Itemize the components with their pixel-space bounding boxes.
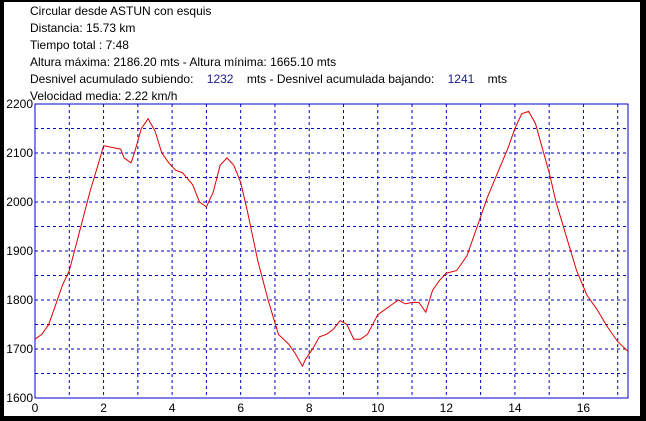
x-tick-label: 4	[169, 401, 176, 415]
x-tick-label: 6	[237, 401, 244, 415]
x-tick-label: 8	[306, 401, 313, 415]
elevation-profile-line	[34, 110, 629, 368]
x-tick-label: 14	[508, 401, 522, 415]
speed-label: Velocidad media:	[30, 89, 122, 103]
speed-value: 2.22 km/h	[124, 89, 178, 103]
y-axis-ticks: 1600 1700 1800 1900 2000 2100 2200	[6, 97, 33, 405]
distance-value: 15.73 km	[86, 21, 136, 35]
climb-label: Desnivel acumulado subiendo:	[30, 72, 194, 86]
speed-row: Velocidad media: 2.22 km/h	[30, 88, 630, 105]
climb-value: 1232	[206, 72, 234, 86]
y-tick-label: 2200	[6, 97, 33, 111]
distance-row: Distancia: 15.73 km	[30, 20, 630, 37]
elevation-gain-row: Desnivel acumulado subiendo: 1232 mts - …	[30, 71, 630, 88]
y-tick-label: 1700	[6, 342, 33, 356]
track-summary: Circular desde ASTUN con esquis Distanci…	[30, 3, 630, 105]
y-tick-label: 1800	[6, 293, 33, 307]
x-tick-label: 16	[577, 401, 591, 415]
time-value: 7:48	[105, 38, 129, 52]
descent-label: mts - Desnivel acumulada bajando:	[246, 72, 435, 86]
y-tick-label: 2100	[6, 146, 33, 160]
time-label: Tiempo total :	[30, 38, 103, 52]
grid	[35, 104, 628, 398]
x-tick-label: 10	[371, 401, 385, 415]
x-tick-label: 12	[440, 401, 454, 415]
x-tick-label: 0	[32, 401, 39, 415]
x-axis-ticks: 0 2 4 6 8 10 12 14 16	[32, 401, 591, 415]
chart-frame	[4, 2, 640, 416]
x-tick-label: 2	[100, 401, 107, 415]
altitude-row: Altura máxima: 2186.20 mts - Altura míni…	[30, 55, 337, 69]
y-tick-label: 1900	[6, 244, 33, 258]
time-row: Tiempo total : 7:48	[30, 37, 630, 54]
distance-label: Distancia:	[30, 21, 83, 35]
track-title: Circular desde ASTUN con esquis	[30, 4, 212, 18]
y-tick-label: 2000	[6, 195, 33, 209]
descent-unit: mts	[487, 72, 507, 86]
plot-area-border	[34, 103, 629, 399]
descent-value: 1241	[447, 72, 475, 86]
y-tick-label: 1600	[6, 391, 33, 405]
